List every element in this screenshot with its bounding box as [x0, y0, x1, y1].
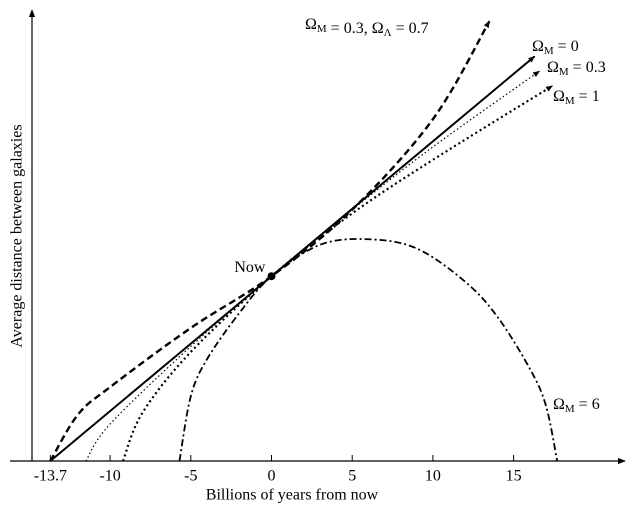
y-axis-title: Average distance between galaxies — [9, 124, 26, 347]
series-line — [178, 238, 559, 462]
series-label: ΩM = 1 — [553, 88, 600, 107]
series-line — [49, 20, 491, 462]
series-label: ΩM = 6 — [553, 396, 600, 415]
x-tick-label: 0 — [267, 468, 275, 485]
x-tick-label: 10 — [425, 468, 441, 485]
x-axis-title: Billions of years from now — [206, 487, 379, 504]
series-label: ΩM = 0.3, ΩΛ = 0.7 — [305, 16, 429, 39]
x-tick-label: 15 — [506, 468, 522, 485]
series-line — [49, 55, 536, 462]
x-tick-label: -10 — [99, 468, 120, 485]
series-line — [85, 70, 541, 462]
series-label: ΩM = 0 — [532, 38, 579, 57]
x-tick-label: -5 — [184, 468, 197, 485]
series-label: ΩM = 0.3 — [547, 59, 606, 78]
annotation: Now — [234, 259, 266, 276]
series-line — [121, 84, 553, 462]
now-point — [267, 272, 276, 281]
x-tick-label: -13.7 — [34, 468, 67, 485]
x-tick-label: 5 — [348, 468, 356, 485]
